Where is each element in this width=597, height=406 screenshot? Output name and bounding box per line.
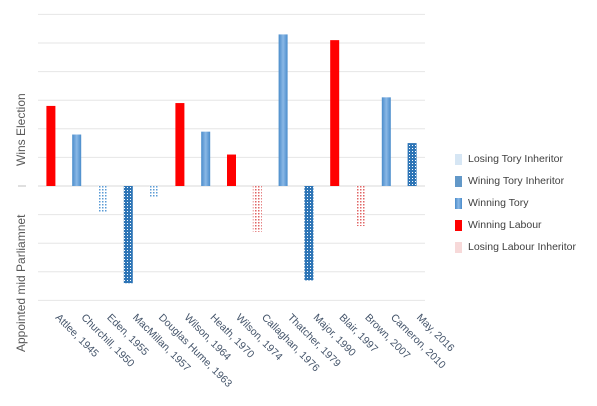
bar — [72, 134, 82, 186]
legend-swatch-winning-tory — [455, 197, 462, 209]
legend-swatch-wining-tory-inheritor — [455, 175, 462, 187]
bar — [407, 143, 417, 186]
legend-item: Losing Labour Inheritor — [455, 236, 576, 258]
bar — [175, 103, 185, 186]
bar — [227, 154, 236, 186]
bar — [149, 186, 159, 198]
bar — [381, 97, 391, 186]
legend-item: Winning Tory — [455, 192, 576, 214]
bar — [252, 186, 262, 232]
y-label-top: Wins Election — [14, 93, 28, 166]
bar — [278, 34, 288, 186]
legend-item: Losing Tory Inheritor — [455, 148, 576, 170]
bar — [123, 186, 133, 284]
legend-label: Winning Labour — [468, 219, 542, 231]
legend-label: Losing Labour Inheritor — [468, 241, 576, 253]
legend-swatch-winning-labour — [455, 219, 462, 231]
bar — [330, 40, 340, 186]
legend-swatch-losing-labour — [455, 241, 462, 253]
y-label-bottom: Appointed mid Parliamnet — [14, 214, 28, 352]
legend-item: Wining Tory Inheritor — [455, 170, 576, 192]
legend: Losing Tory Inheritor Wining Tory Inheri… — [455, 148, 576, 258]
legend-item: Winning Labour — [455, 214, 576, 236]
legend-label: Winning Tory — [468, 197, 529, 209]
bar — [304, 186, 314, 281]
bar — [46, 105, 56, 186]
bar — [356, 186, 365, 227]
legend-swatch-losing-tory — [455, 153, 462, 165]
legend-label: Wining Tory Inheritor — [468, 175, 565, 187]
bar — [201, 131, 211, 186]
bars — [46, 34, 417, 284]
legend-label: Losing Tory Inheritor — [468, 153, 563, 165]
bar — [98, 186, 107, 212]
